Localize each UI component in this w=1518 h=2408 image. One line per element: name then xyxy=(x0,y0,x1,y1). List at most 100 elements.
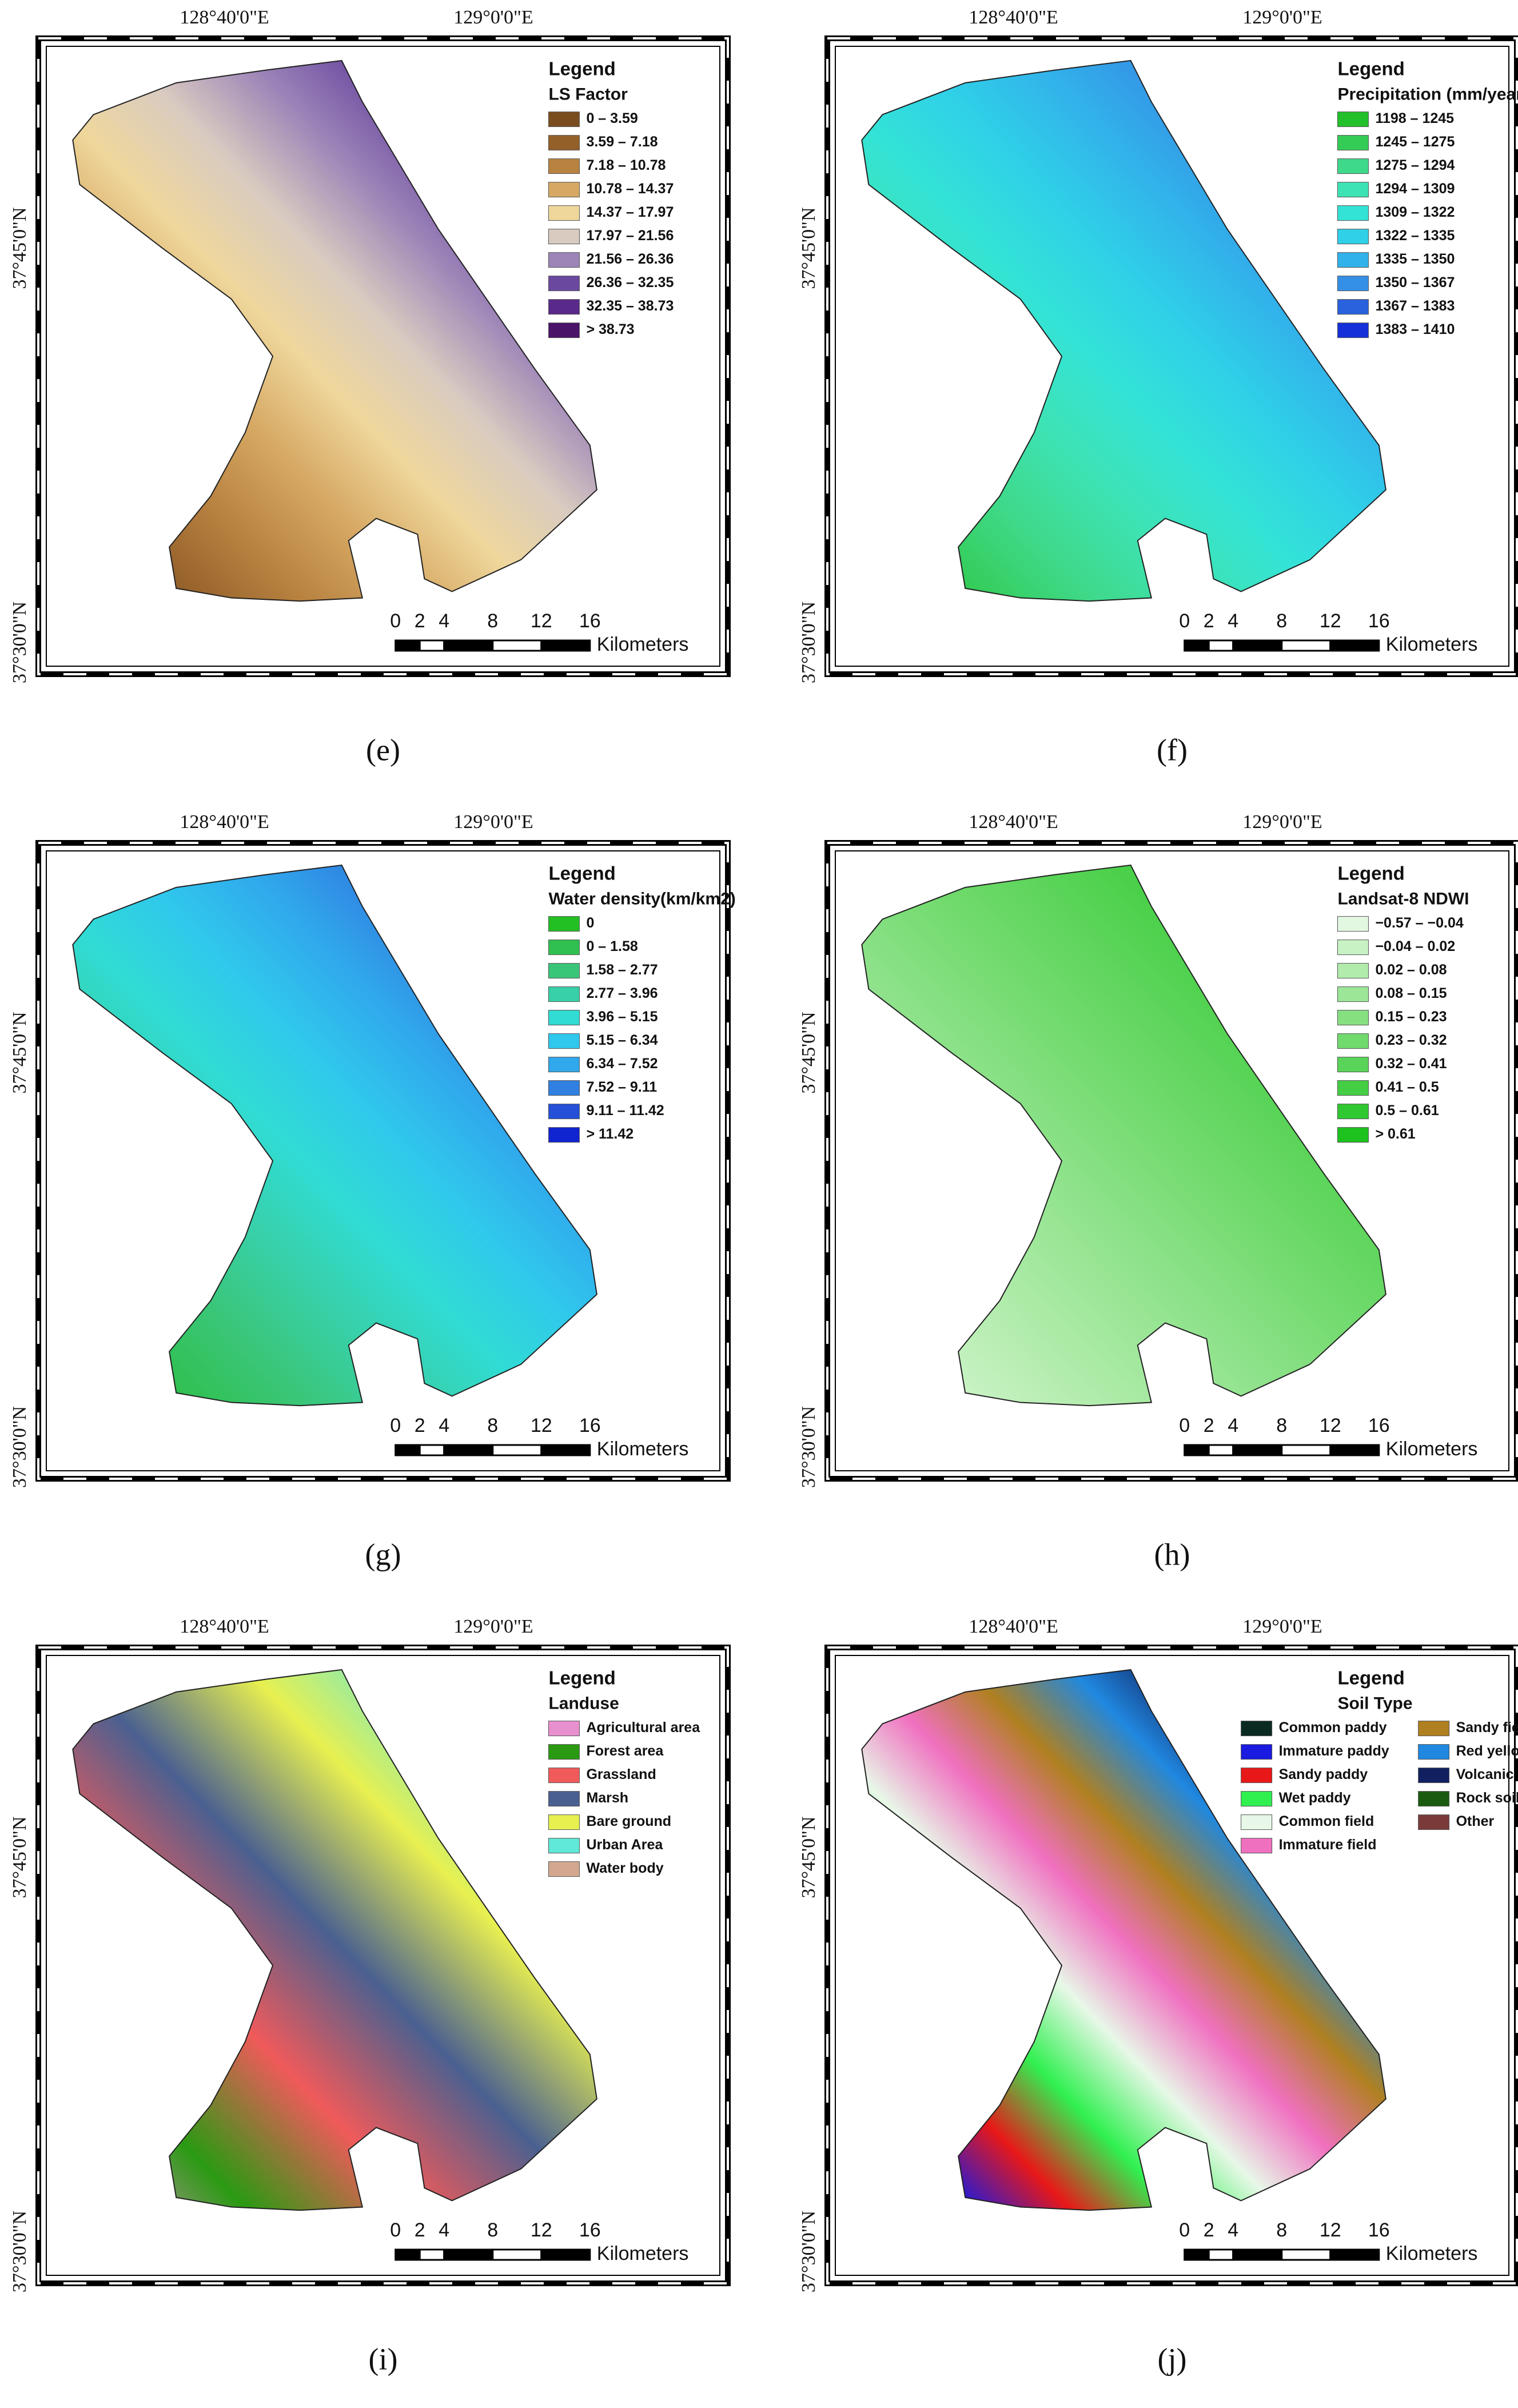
scale-label: 16 xyxy=(1368,2219,1390,2241)
latitude-label: 37°45'0"N xyxy=(9,207,30,289)
map-frame-ticks xyxy=(826,1646,1518,2284)
scale-label: 16 xyxy=(579,2219,601,2241)
latitude-label: 37°45'0"N xyxy=(798,1012,819,1093)
latitude-label: 37°30'0"N xyxy=(9,602,30,683)
legend-label: 14.37 – 17.97 xyxy=(586,204,674,220)
scale-label: 16 xyxy=(579,610,601,632)
legend-swatch xyxy=(548,1744,580,1760)
scale-label: 4 xyxy=(1228,1415,1238,1436)
scale-segment xyxy=(492,2248,543,2261)
latitude-label: 37°45'0"N xyxy=(9,1816,30,1898)
legend-label: Sandy field xyxy=(1456,1720,1518,1736)
legend-label: Agricultural area xyxy=(586,1720,700,1736)
legend-swatch xyxy=(548,1033,580,1049)
legend-swatch xyxy=(1337,986,1369,1002)
legend-swatch xyxy=(548,916,580,932)
region xyxy=(72,864,597,1407)
legend-subtitle: Landuse xyxy=(548,1694,619,1713)
legend-label: 26.36 – 32.35 xyxy=(586,274,674,290)
legend-swatch xyxy=(548,205,580,221)
longitude-label: 129°0'0"E xyxy=(1242,1616,1322,1637)
legend-swatch xyxy=(1337,1127,1369,1143)
scale-label: 12 xyxy=(1320,2219,1341,2241)
legend-swatch xyxy=(1337,323,1369,339)
scale-label: 4 xyxy=(439,2219,449,2241)
legend-swatch xyxy=(1337,252,1369,268)
legend-swatch xyxy=(1337,1104,1369,1120)
legend-swatch xyxy=(548,182,580,198)
legend-swatch xyxy=(1418,1721,1450,1737)
scale-label: 2 xyxy=(1204,610,1214,632)
map-frame-ticks xyxy=(37,1646,729,2284)
scale-segment xyxy=(492,639,543,652)
longitude-label: 128°40'0"E xyxy=(180,1616,269,1637)
latitude-label: 37°45'0"N xyxy=(798,1816,819,1898)
legend-swatch xyxy=(548,1010,580,1026)
scale-unit: Kilometers xyxy=(1386,2243,1478,2264)
legend-swatch xyxy=(1337,1080,1369,1096)
legend-title: Legend xyxy=(548,1667,615,1688)
scale-label: 8 xyxy=(1276,1415,1287,1436)
legend-label: 1367 – 1383 xyxy=(1375,298,1455,314)
map-inner-frame xyxy=(46,1655,720,2276)
legend-swatch xyxy=(548,323,580,339)
scale-segment xyxy=(1232,2248,1283,2261)
legend-swatch xyxy=(548,135,580,151)
legend-swatch xyxy=(1337,1057,1369,1073)
legend-label: Sandy paddy xyxy=(1279,1766,1368,1782)
legend-label: 3.59 – 7.18 xyxy=(586,134,658,150)
legend-label: 6.34 – 7.52 xyxy=(586,1056,658,1072)
legend-label: 21.56 – 26.36 xyxy=(586,251,674,267)
legend-label: Red yellow soil xyxy=(1456,1743,1518,1759)
scale-segment xyxy=(1329,2248,1380,2261)
scale-label: 12 xyxy=(531,610,552,632)
legend-label: 1335 – 1350 xyxy=(1375,251,1455,267)
latitude-label: 37°30'0"N xyxy=(798,2211,819,2292)
longitude-label: 128°40'0"E xyxy=(180,811,269,833)
latitude-label: 37°30'0"N xyxy=(798,1406,819,1488)
legend-label: 0.02 – 0.08 xyxy=(1375,962,1447,978)
legend-label: 0 – 1.58 xyxy=(586,938,638,954)
map-inner-frame xyxy=(835,1655,1509,2276)
scale-label: 2 xyxy=(415,2219,425,2241)
legend-label: −0.57 – −0.04 xyxy=(1375,915,1463,931)
legend-subtitle: Precipitation (mm/year) xyxy=(1337,85,1518,104)
scale-label: 16 xyxy=(1368,1415,1390,1436)
scale-segment xyxy=(1281,639,1332,652)
scale-segment xyxy=(395,2248,421,2261)
scale-unit: Kilometers xyxy=(1386,634,1478,655)
map-inner-frame xyxy=(835,46,1509,667)
region xyxy=(861,1669,1386,2211)
legend-label: Bare ground xyxy=(586,1813,671,1829)
region xyxy=(72,59,597,602)
scale-label: 8 xyxy=(487,610,498,632)
legend-title: Legend xyxy=(1337,1667,1404,1688)
legend-swatch xyxy=(1337,276,1369,292)
legend-label: 0 – 3.59 xyxy=(586,110,638,126)
scale-label: 0 xyxy=(1179,610,1190,632)
panel-caption: (e) xyxy=(366,733,400,767)
scale-label: 12 xyxy=(531,2219,552,2241)
scale-segment xyxy=(419,639,445,652)
legend-label: 0 xyxy=(586,915,594,931)
map-panel: 128°40'0"E 129°0'0"E 37°45'0"N 37°30'0"N Leg… xyxy=(9,811,736,1572)
legend-swatch xyxy=(1337,940,1369,956)
legend-swatch xyxy=(548,1838,580,1854)
longitude-label: 129°0'0"E xyxy=(453,1616,533,1637)
legend-label: 0.5 – 0.61 xyxy=(1375,1102,1439,1119)
legend-swatch xyxy=(1337,229,1369,245)
legend-subtitle: LS Factor xyxy=(548,85,628,104)
scale-label: 2 xyxy=(415,610,425,632)
legend-swatch xyxy=(1337,916,1369,932)
scale-label: 2 xyxy=(1204,1415,1214,1436)
legend-label: −0.04 – 0.02 xyxy=(1375,938,1455,954)
legend-label: Immature field xyxy=(1279,1837,1377,1853)
latitude-label: 37°30'0"N xyxy=(9,2211,30,2292)
legend-swatch xyxy=(548,1104,580,1120)
scale-segment xyxy=(1232,1444,1283,1456)
scale-unit: Kilometers xyxy=(1386,1438,1478,1460)
scale-label: 8 xyxy=(1276,610,1287,632)
legend-label: Rock soil forest xyxy=(1456,1790,1518,1806)
longitude-label: 128°40'0"E xyxy=(969,1616,1058,1637)
legend-swatch xyxy=(1241,1744,1273,1760)
